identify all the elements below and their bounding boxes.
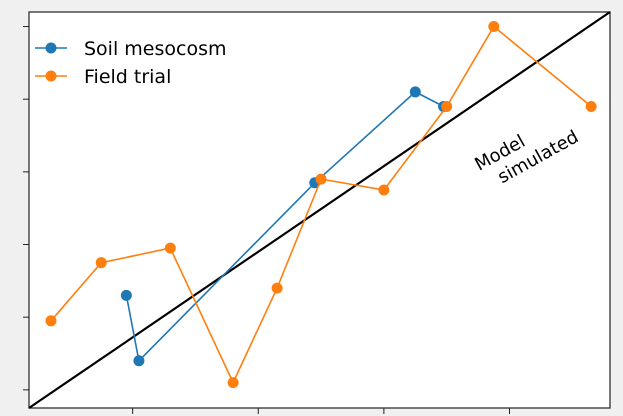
data-point xyxy=(409,86,421,98)
legend-item: Field trial xyxy=(35,66,171,88)
ticks xyxy=(23,26,511,414)
legend-label: Field trial xyxy=(84,66,171,88)
series-line xyxy=(50,25,592,385)
data-point xyxy=(164,242,176,254)
data-point xyxy=(133,355,145,367)
series-layer xyxy=(45,21,597,389)
data-point xyxy=(271,282,283,294)
legend-label: Soil mesocosm xyxy=(84,38,226,60)
legend: Soil mesocosm Field trial xyxy=(35,38,226,88)
data-point xyxy=(120,289,132,301)
legend-swatch-marker xyxy=(45,70,57,82)
reference-line-layer xyxy=(28,11,611,409)
legend-swatch-marker xyxy=(45,42,57,54)
series-1 xyxy=(45,21,597,389)
legend-item: Soil mesocosm xyxy=(35,38,226,60)
data-point xyxy=(315,173,327,185)
data-point xyxy=(441,100,453,112)
data-point xyxy=(95,257,107,269)
reference-line xyxy=(28,11,611,409)
data-point xyxy=(585,100,597,112)
data-point xyxy=(227,377,239,389)
data-point xyxy=(45,315,57,327)
data-point xyxy=(378,184,390,196)
data-point xyxy=(488,21,500,33)
